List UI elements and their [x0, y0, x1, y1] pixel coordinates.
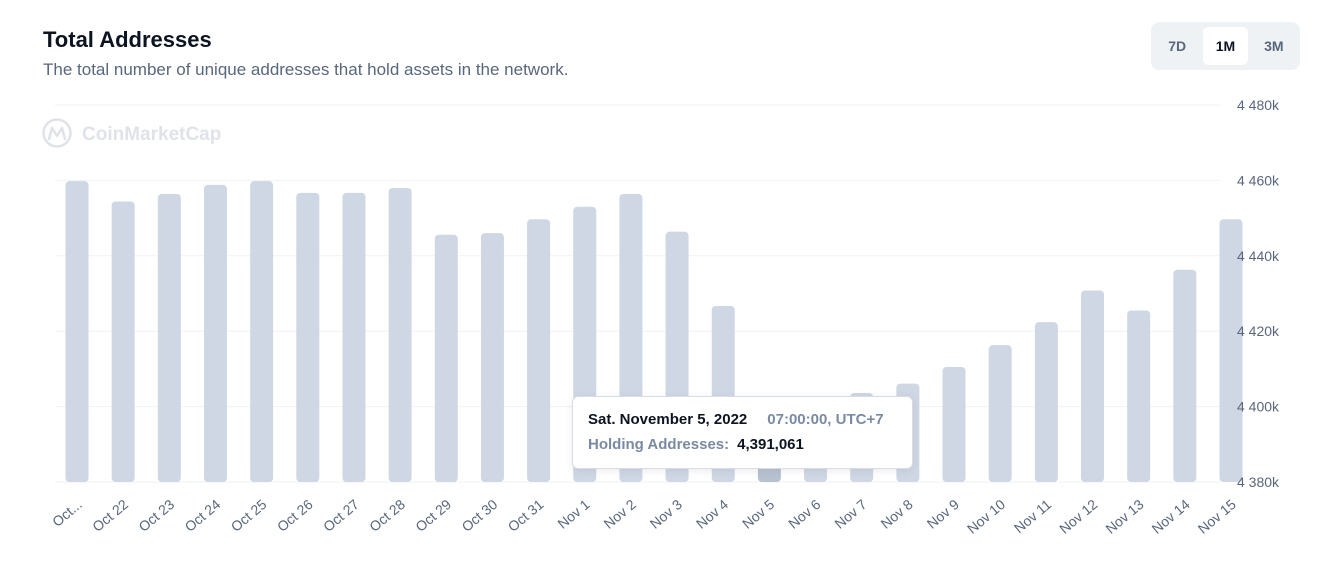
x-tick-label: Nov 3 [647, 496, 685, 532]
tooltip-label: Holding Addresses: [588, 436, 730, 453]
range-7d-button[interactable]: 7D [1168, 38, 1187, 54]
bar-oct-24[interactable] [203, 184, 227, 482]
bar-oct-31[interactable] [527, 219, 551, 482]
x-axis-ticks: Oct... Oct 22 Oct 23 Oct 24 Oct 25 Oct 26 Oct … [49, 496, 1239, 537]
range-3m-button[interactable]: 3M [1264, 38, 1284, 54]
x-tick-label: Nov 14 [1149, 496, 1193, 537]
x-tick-label: Oct 22 [89, 496, 131, 535]
x-tick-label: Nov 6 [785, 496, 823, 532]
tooltip-time: 07:00:00, UTC+7 [767, 411, 884, 428]
x-tick-label: Oct... [49, 496, 85, 530]
x-tick-label: Nov 13 [1102, 496, 1146, 537]
tooltip-date: Sat. November 5, 2022 [588, 411, 748, 428]
y-axis-ticks: 4 380k 4 400k 4 420k 4 440k 4 460k 4 480k [1237, 97, 1280, 490]
x-tick-label: Nov 15 [1195, 496, 1239, 537]
y-tick-label: 4 440k [1237, 248, 1280, 264]
x-tick-label: Oct 27 [320, 496, 362, 535]
x-tick-label: Nov 8 [878, 496, 916, 532]
x-tick-label: Oct 25 [228, 496, 270, 535]
bar-nov-15[interactable] [1219, 219, 1243, 482]
x-tick-label: Nov 11 [1011, 496, 1055, 536]
time-range-selector: 7D 1M 3M [1151, 22, 1300, 70]
y-tick-label: 4 460k [1237, 172, 1280, 188]
bar-nov-13[interactable] [1127, 310, 1151, 482]
coinmarketcap-logo-icon [42, 118, 72, 148]
bar-nov-12[interactable] [1081, 290, 1105, 482]
x-tick-label: Oct 23 [135, 496, 177, 535]
x-tick-label: Oct 29 [412, 496, 454, 535]
x-tick-label: Nov 4 [693, 496, 731, 532]
bar-oct-23[interactable] [157, 193, 181, 483]
coinmarketcap-watermark: CoinMarketCap [42, 118, 221, 148]
bar-oct-26[interactable] [296, 192, 320, 482]
y-tick-label: 4 380k [1237, 474, 1280, 490]
x-tick-label: Nov 9 [924, 496, 962, 532]
bar-oct-30[interactable] [480, 233, 504, 482]
x-tick-label: Nov 5 [739, 496, 777, 532]
x-tick-label: Nov 10 [964, 496, 1008, 537]
bar-nov-10[interactable] [988, 345, 1012, 482]
bar-nov-9[interactable] [942, 367, 966, 482]
x-tick-label: Oct 30 [458, 496, 500, 535]
y-tick-label: 4 420k [1237, 323, 1280, 339]
data-tooltip: Sat. November 5, 2022 07:00:00, UTC+7 Ho… [572, 396, 913, 469]
tooltip-value: 4,391,061 [737, 436, 804, 453]
bar-oct-29[interactable] [434, 234, 458, 482]
watermark-text: CoinMarketCap [82, 124, 221, 145]
page-title: Total Addresses [43, 27, 212, 52]
bar-oct-27[interactable] [342, 192, 366, 482]
x-tick-label: Nov 2 [601, 496, 639, 532]
x-tick-label: Nov 7 [831, 496, 869, 532]
x-tick-label: Nov 1 [554, 496, 592, 532]
bar-oct[interactable] [65, 181, 89, 483]
x-tick-label: Oct 28 [366, 496, 408, 535]
x-tick-label: Oct 26 [274, 496, 316, 535]
range-1m-button[interactable]: 1M [1203, 27, 1248, 65]
x-tick-label: Oct 31 [505, 496, 547, 535]
bar-oct-22[interactable] [111, 201, 135, 482]
bar-nov-11[interactable] [1034, 322, 1058, 482]
bar-oct-28[interactable] [388, 187, 412, 482]
page-subtitle: The total number of unique addresses tha… [43, 60, 569, 79]
y-tick-label: 4 400k [1237, 399, 1280, 415]
bar-oct-25[interactable] [250, 181, 274, 483]
bar-nov-14[interactable] [1173, 269, 1197, 482]
x-tick-label: Nov 12 [1056, 496, 1100, 537]
x-tick-label: Oct 24 [182, 496, 224, 535]
y-tick-label: 4 480k [1237, 97, 1280, 113]
